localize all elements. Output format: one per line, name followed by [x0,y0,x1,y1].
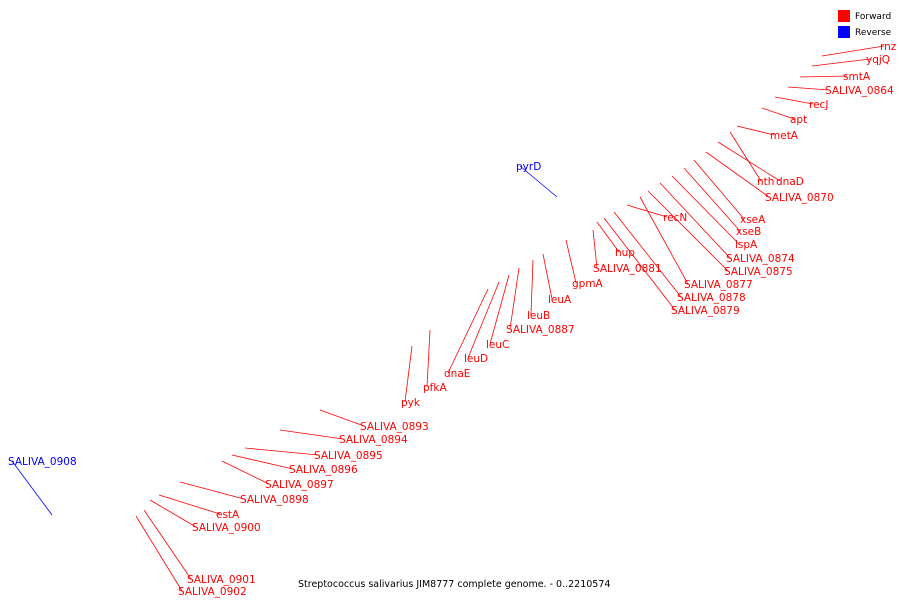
gene-label-saliva-0878[interactable]: SALIVA_0878 [677,292,746,304]
gene-label-smta[interactable]: smtA [843,71,871,83]
leader-saliva-0895 [244,447,319,456]
gene-label-saliva-0895[interactable]: SALIVA_0895 [314,450,383,462]
label-leaders [11,45,885,592]
gene-label-xsea[interactable]: xseA [740,214,766,226]
leader-saliva-0896 [231,454,294,470]
gene-label-saliva-0870[interactable]: SALIVA_0870 [765,192,834,204]
leader-smta [799,75,848,78]
leader-leuc [489,274,510,345]
leader-leub [530,259,534,316]
gene-label-saliva-0874[interactable]: SALIVA_0874 [726,253,795,265]
leader-leua [542,253,553,300]
gene-label-saliva-0864[interactable]: SALIVA_0864 [825,85,894,97]
gene-label-saliva-0901[interactable]: SALIVA_0901 [187,574,256,586]
gene-label-saliva-0902[interactable]: SALIVA_0902 [178,586,247,598]
leader-xseb [683,167,741,232]
leader-dnad [717,141,781,182]
leader-pyk [404,345,413,403]
leader-saliva-0902 [135,515,183,592]
gene-label-esta[interactable]: estA [216,509,240,521]
gene-label-leub[interactable]: leuB [527,310,550,322]
leader-saliva-0874 [659,182,731,259]
leader-saliva-0878 [613,211,682,298]
gene-label-saliva-0879[interactable]: SALIVA_0879 [671,305,740,317]
gene-label-saliva-0894[interactable]: SALIVA_0894 [339,434,408,446]
leader-pfka [426,329,431,388]
leader-saliva-0864 [787,86,830,91]
gene-label-saliva-0887[interactable]: SALIVA_0887 [506,324,575,336]
legend-reverse-label: Reverse [855,28,892,38]
gene-label-saliva-0908[interactable]: SALIVA_0908 [8,456,77,468]
gene-label-dnae[interactable]: dnaE [444,368,470,380]
gene-label-saliva-0900[interactable]: SALIVA_0900 [192,522,261,534]
gene-label-saliva-0893[interactable]: SALIVA_0893 [360,421,429,433]
leader-apt [761,107,795,120]
leader-saliva-0887 [509,267,520,330]
leader-saliva-0894 [279,429,344,440]
gene-label-leua[interactable]: leuA [548,294,572,306]
leader-saliva-0870 [705,151,770,198]
leader-hup [596,221,620,253]
gene-label-saliva-0881[interactable]: SALIVA_0881 [593,263,662,275]
gene-label-pfka[interactable]: pfkA [423,382,447,394]
leader-saliva-0908 [11,460,53,516]
gene-label-saliva-0897[interactable]: SALIVA_0897 [265,479,334,491]
gene-label-pyrd[interactable]: pyrD [516,161,541,173]
leader-saliva-0898 [179,481,245,500]
leader-saliva-0897 [221,460,270,485]
leader-esta [158,494,221,515]
gene-label-recj[interactable]: recJ [809,99,828,111]
gene-label-gpma[interactable]: gpmA [572,278,604,290]
gene-label-yqjq[interactable]: yqjQ [866,54,890,66]
leader-leud [467,281,500,359]
leader-gpma [565,239,577,284]
leader-saliva-0879 [603,217,676,311]
gene-label-rnz[interactable]: rnz [880,41,897,53]
genome-caption: Streptococcus salivarius JIM8777 complet… [298,579,610,590]
legend-reverse-swatch [838,26,850,38]
gene-label-dnad[interactable]: dnaD [776,176,804,188]
gene-label-nth[interactable]: nth [757,176,774,188]
leader-recn [626,204,668,218]
legend-forward-swatch [838,10,850,22]
gene-label-leuc[interactable]: leuC [486,339,509,351]
leader-saliva-0901 [143,509,192,580]
gene-label-saliva-0877[interactable]: SALIVA_0877 [684,279,753,291]
gene-label-saliva-0898[interactable]: SALIVA_0898 [240,494,309,506]
gene-label-xseb[interactable]: xseB [736,226,761,238]
leader-saliva-0893 [319,409,365,427]
leader-xsea [693,159,745,220]
gene-label-meta[interactable]: metA [770,130,799,142]
gene-label-hup[interactable]: hup [615,247,635,259]
legend-forward-label: Forward [855,12,891,22]
gene-label-apt[interactable]: apt [790,114,807,126]
leader-pyrd [519,165,558,198]
leader-nth [729,131,762,182]
leader-rnz [821,45,885,57]
leader-ispa [671,175,740,245]
gene-label-pyk[interactable]: pyk [401,397,421,409]
leader-saliva-0877 [639,196,689,285]
leader-recj [774,96,814,105]
legend: Forward Reverse [838,10,892,38]
gene-label-saliva-0875[interactable]: SALIVA_0875 [724,266,793,278]
gene-label-saliva-0896[interactable]: SALIVA_0896 [289,464,358,476]
leader-saliva-0900 [149,499,197,528]
gene-label-recn[interactable]: recN [663,212,687,224]
gene-label-ispa[interactable]: ispA [735,239,758,251]
leader-dnae [447,288,489,374]
leader-saliva-0881 [592,229,598,269]
leader-yqjq [811,58,871,67]
leader-meta [736,125,775,136]
gene-label-leud[interactable]: leuD [464,353,488,365]
leader-saliva-0875 [647,190,729,272]
